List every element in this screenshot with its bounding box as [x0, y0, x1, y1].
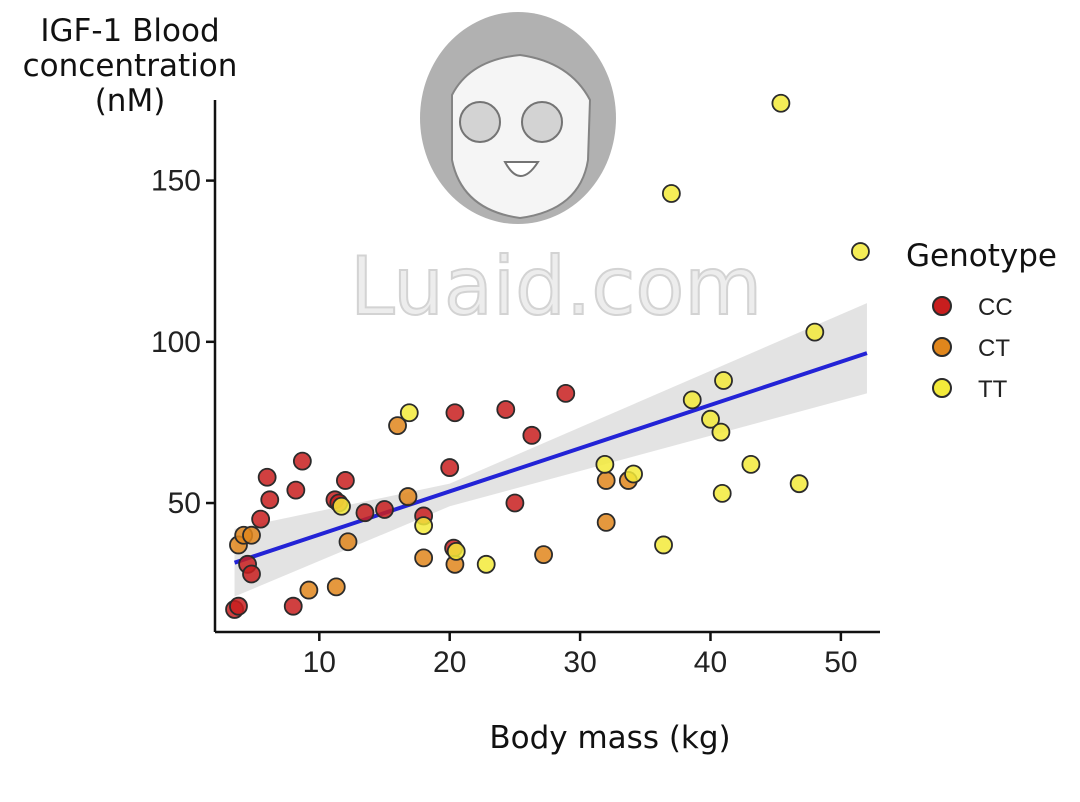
legend-label-ct: CT [978, 335, 1010, 362]
data-point-tt [714, 371, 733, 390]
x-tick-label: 40 [694, 646, 727, 679]
legend-label-cc: CC [978, 294, 1013, 321]
data-point-tt [701, 409, 720, 429]
data-point-tt [624, 464, 643, 484]
x-tick-label: 10 [303, 646, 336, 679]
watermark-eye-left [459, 101, 501, 143]
data-point-tt [399, 403, 419, 423]
legend-key-tt [932, 378, 952, 398]
y-axis-label-line: concentration [22, 48, 238, 84]
data-point-ct [388, 416, 407, 436]
data-point-tt [789, 474, 809, 494]
data-point-tt [741, 454, 761, 474]
trend-line [233, 351, 868, 565]
data-point-tt [661, 184, 681, 203]
data-point-ct [299, 580, 319, 600]
data-point-cc [355, 503, 375, 523]
data-point-cc [505, 493, 525, 513]
watermark: Luaid.com [349, 12, 763, 334]
data-point-tt [771, 93, 791, 113]
data-point-cc [242, 564, 261, 584]
watermark-text: Luaid.com [350, 240, 762, 333]
data-point-ct [326, 577, 346, 597]
y-axis-label-line: IGF-1 Blood [40, 13, 220, 49]
data-point-ct [338, 532, 358, 552]
confidence-band [234, 303, 867, 597]
data-point-tt [414, 516, 434, 535]
data-point-cc [292, 451, 312, 471]
watermark-eye-right [521, 101, 563, 143]
x-tick-label: 30 [563, 646, 596, 679]
data-point-cc [286, 480, 306, 500]
data-point-cc [496, 400, 516, 419]
data-point-tt [654, 535, 673, 555]
data-point-tt [332, 496, 351, 516]
data-point-ct [596, 471, 616, 490]
data-point-ct [414, 548, 434, 568]
data-point-cc [283, 596, 303, 616]
data-point-cc [445, 403, 465, 423]
x-axis-label: Body mass (kg) [489, 720, 731, 756]
x-tick-label: 20 [433, 646, 466, 679]
data-point-cc [335, 471, 355, 490]
data-point-cc [375, 500, 394, 519]
legend-label-tt: TT [978, 376, 1008, 403]
data-point-tt [595, 454, 615, 474]
data-point-ct [596, 512, 616, 532]
y-tick-label: 50 [168, 487, 201, 520]
data-point-tt [476, 554, 496, 574]
data-point-tt [446, 541, 466, 561]
data-point-tt [682, 390, 702, 410]
data-point-cc [251, 509, 271, 529]
legend-key-cc [932, 296, 952, 316]
data-point-ct [534, 545, 553, 565]
legend-key-ct [932, 337, 952, 357]
y-axis-label-line: (nM) [94, 83, 166, 119]
legend-title: Genotype [906, 238, 1057, 274]
data-point-cc [440, 458, 460, 477]
data-point-cc [260, 490, 280, 510]
data-point-cc [229, 596, 248, 616]
data-point-tt [851, 242, 870, 261]
y-tick-label: 150 [151, 165, 201, 198]
data-point-cc [522, 425, 542, 445]
series-tt [332, 93, 870, 574]
y-tick-label: 100 [151, 326, 201, 359]
data-point-ct [242, 525, 261, 545]
watermark-face-inner [451, 53, 592, 220]
data-point-cc [257, 467, 277, 487]
x-tick-label: 50 [824, 646, 857, 679]
data-point-tt [711, 422, 731, 442]
data-point-tt [712, 483, 732, 503]
data-point-cc [556, 384, 576, 403]
watermark-mouth [503, 161, 540, 177]
data-point-ct [398, 487, 418, 506]
data-point-tt [805, 322, 825, 342]
